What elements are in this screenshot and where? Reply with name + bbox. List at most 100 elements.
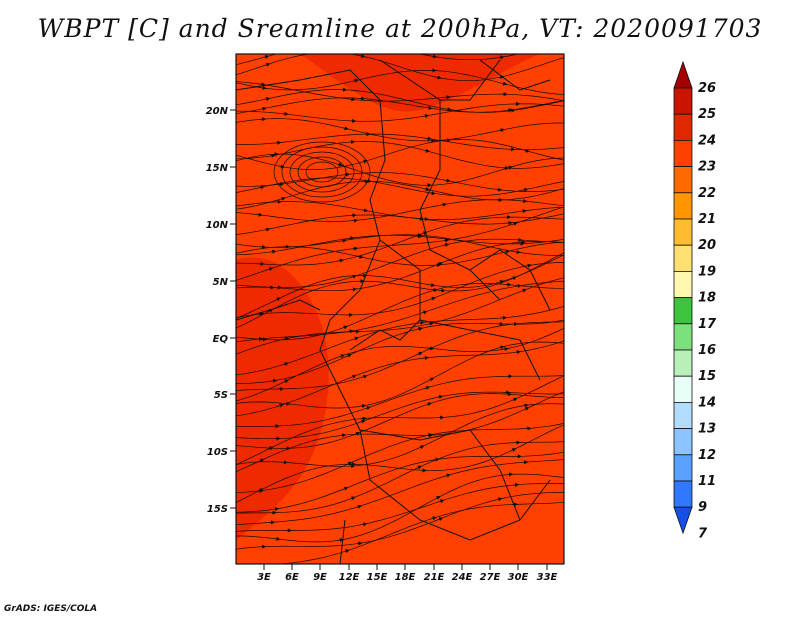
streamline-arrow xyxy=(345,353,352,358)
streamline-arrow xyxy=(356,541,363,546)
colorbar-segment xyxy=(673,428,693,456)
colorbar-segment xyxy=(673,218,693,246)
colorbar-label: 19 xyxy=(698,264,716,279)
streamline-arrow xyxy=(279,196,286,201)
latitude-axis: 20N 15N 10N 5N EQ 5S 10S 15S xyxy=(206,106,236,515)
streamline-arrow xyxy=(274,297,281,302)
vortex-streamline xyxy=(273,141,371,203)
lon-label: 9E xyxy=(313,572,327,583)
colorbar-label: 24 xyxy=(698,133,716,148)
streamline xyxy=(236,327,564,402)
streamline-arrow xyxy=(425,402,432,407)
streamline xyxy=(236,262,564,319)
streamline-arrow xyxy=(430,516,437,521)
streamline-arrow xyxy=(269,153,276,158)
streamline-arrow xyxy=(434,496,441,500)
streamline-arrow xyxy=(356,504,363,509)
map-area xyxy=(236,54,564,564)
streamline-arrow xyxy=(427,321,434,326)
streamline-arrow xyxy=(511,397,518,402)
streamline xyxy=(236,423,564,494)
streamline-arrow xyxy=(423,148,430,153)
colorbar-segment xyxy=(673,323,693,351)
vortex-streamline xyxy=(305,161,339,183)
streamline-arrow xyxy=(436,261,444,266)
streamline-arrow xyxy=(443,242,450,247)
colorbar-label: 9 xyxy=(698,500,707,515)
country-borders xyxy=(236,59,551,564)
colorbar-segment xyxy=(673,297,693,325)
colorbar-label: 17 xyxy=(698,317,717,332)
colorbar-segment xyxy=(673,401,693,429)
lat-label: EQ xyxy=(213,334,229,345)
streamline-arrow xyxy=(498,55,505,60)
colorbar-bottom-arrow xyxy=(673,506,693,535)
lon-label: 6E xyxy=(285,572,299,583)
colorbar-segment xyxy=(673,270,693,298)
streamline-arrow xyxy=(415,465,423,470)
streamline xyxy=(236,305,564,376)
streamline xyxy=(236,459,564,526)
streamline xyxy=(236,206,564,281)
colorbar-legend: 26 25 24 23 22 21 20 19 18 17 16 15 14 13 12 11 9 7 xyxy=(673,60,717,541)
streamline xyxy=(236,238,564,288)
streamline-arrow xyxy=(523,148,530,153)
colorbar-segment xyxy=(673,454,693,482)
streamline-arrow xyxy=(259,82,266,87)
streamline-arrow xyxy=(267,446,274,451)
streamline xyxy=(236,81,564,102)
map-frame xyxy=(235,53,565,565)
lon-label: 12E xyxy=(339,572,360,583)
streamline-arrow xyxy=(423,186,430,192)
streamline-arrow xyxy=(337,538,344,543)
colorbar-segment xyxy=(673,87,693,115)
streamline xyxy=(236,340,564,417)
streamline-arrow xyxy=(522,403,529,408)
colorbar-segment xyxy=(673,113,693,141)
vortex-streamline xyxy=(281,146,363,198)
streamline xyxy=(236,69,564,95)
colorbar-top-arrow xyxy=(673,60,693,89)
streamline-arrow xyxy=(520,208,528,214)
streamline xyxy=(236,118,564,142)
lat-label: 5S xyxy=(214,390,228,401)
streamline xyxy=(236,177,564,197)
streamline xyxy=(236,54,520,66)
streamline-arrow xyxy=(421,231,428,236)
streamline-arrow xyxy=(506,165,513,170)
streamline-arrow xyxy=(264,62,271,67)
colorbar-segment xyxy=(673,349,693,377)
lat-label: 10S xyxy=(207,447,228,458)
streamline-arrow xyxy=(509,108,516,113)
streamline-arrow xyxy=(431,288,438,293)
streamline-arrow xyxy=(352,336,360,341)
wbpt-field-darker-zone-north xyxy=(300,54,540,112)
streamline-arrow xyxy=(337,258,345,263)
colorbar-label: 11 xyxy=(698,474,716,489)
streamline-arrow xyxy=(421,310,428,315)
streamline xyxy=(236,241,564,292)
lon-label: 15E xyxy=(367,572,388,583)
colorbar-label: 26 xyxy=(698,81,716,96)
streamline-arrow xyxy=(506,108,513,113)
streamline-arrow xyxy=(429,296,436,301)
grads-credit: GrADS: IGES/COLA xyxy=(4,604,98,614)
lon-label: 30E xyxy=(508,572,529,583)
streamline-arrow xyxy=(282,362,289,367)
streamline-arrow xyxy=(364,406,371,411)
streamline-arrow xyxy=(440,202,447,207)
colorbar-label: 16 xyxy=(698,343,716,358)
streamline-arrow xyxy=(350,287,358,292)
streamline-arrow xyxy=(416,326,423,331)
streamline-arrow xyxy=(416,351,423,356)
streamline-arrow xyxy=(424,385,431,390)
streamline-arrow xyxy=(340,238,348,243)
streamline-arrow xyxy=(342,126,349,131)
vortex-streamline xyxy=(297,156,347,188)
streamline-arrow xyxy=(444,178,451,183)
lon-label: 27E xyxy=(480,572,501,583)
colorbar-segment xyxy=(673,139,693,167)
streamline-arrow xyxy=(362,208,369,213)
colorbar-segment xyxy=(673,480,693,508)
